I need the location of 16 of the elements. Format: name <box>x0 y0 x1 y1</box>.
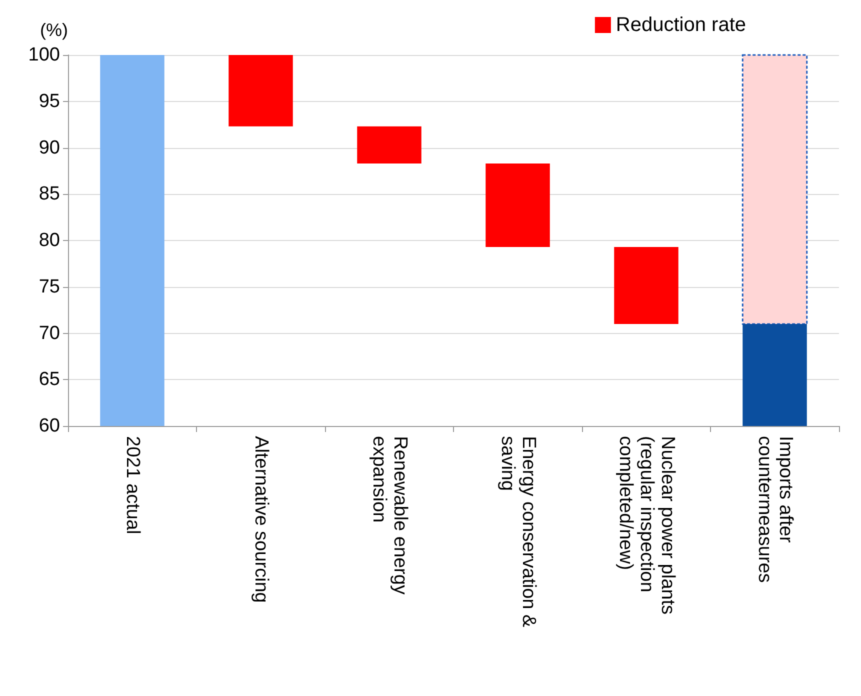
y-tick-label: 65 <box>38 369 60 390</box>
y-tick-label: 60 <box>38 416 60 436</box>
y-tick-label: 100 <box>28 44 60 66</box>
y-axis-title: (%) <box>40 20 68 40</box>
y-tick-label: 90 <box>38 137 60 158</box>
y-tick-label: 95 <box>38 90 60 112</box>
x-tick-label: Energy conservation & saving <box>496 436 539 632</box>
y-tick-label: 85 <box>38 184 60 205</box>
legend-label: Reduction rate <box>616 14 746 36</box>
y-tick-label: 75 <box>38 276 60 298</box>
y-tick-label: 70 <box>38 322 60 344</box>
x-tick-label: 2021 actual <box>122 436 143 534</box>
y-tick-label: 80 <box>38 230 60 251</box>
x-tick-label: Renewable energy expansion <box>368 436 410 600</box>
x-tick-label: Alternative sourcing <box>250 436 272 603</box>
x-tick-label: Nuclear power plants (regular inspection completed/new) <box>614 436 678 620</box>
